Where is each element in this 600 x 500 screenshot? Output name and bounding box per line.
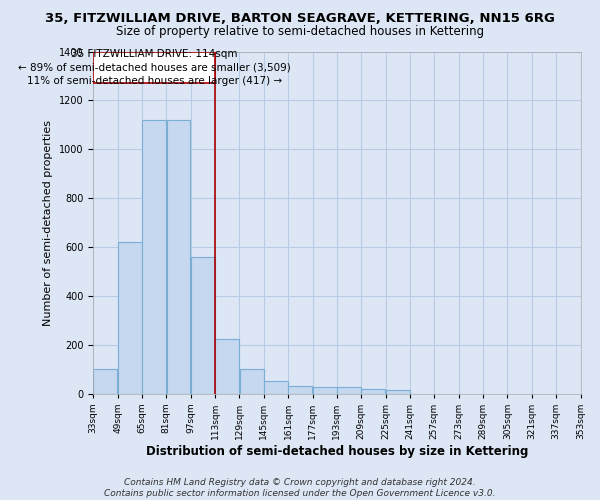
Bar (167, 120, 190, 394)
Bar (313, 388, 337, 394)
Text: Contains HM Land Registry data © Crown copyright and database right 2024.
Contai: Contains HM Land Registry data © Crown c… (104, 478, 496, 498)
Bar (386, 390, 410, 394)
Text: Size of property relative to semi-detached houses in Kettering: Size of property relative to semi-detach… (116, 25, 484, 38)
X-axis label: Distribution of semi-detached houses by size in Kettering: Distribution of semi-detached houses by … (146, 444, 528, 458)
Text: 35, FITZWILLIAM DRIVE, BARTON SEAGRAVE, KETTERING, NN15 6RG: 35, FITZWILLIAM DRIVE, BARTON SEAGRAVE, … (45, 12, 555, 26)
FancyBboxPatch shape (93, 52, 215, 84)
Bar (239, 369, 263, 394)
Bar (118, 242, 142, 394)
Bar (337, 388, 361, 394)
Bar (142, 120, 166, 394)
Bar (215, 338, 239, 394)
Y-axis label: Number of semi-detached properties: Number of semi-detached properties (43, 120, 53, 326)
Bar (94, 369, 118, 394)
Bar (289, 386, 312, 394)
Bar (191, 256, 215, 394)
Bar (264, 382, 288, 394)
Text: 35 FITZWILLIAM DRIVE: 114sqm
← 89% of semi-detached houses are smaller (3,509)
1: 35 FITZWILLIAM DRIVE: 114sqm ← 89% of se… (18, 49, 290, 86)
Bar (361, 388, 385, 394)
